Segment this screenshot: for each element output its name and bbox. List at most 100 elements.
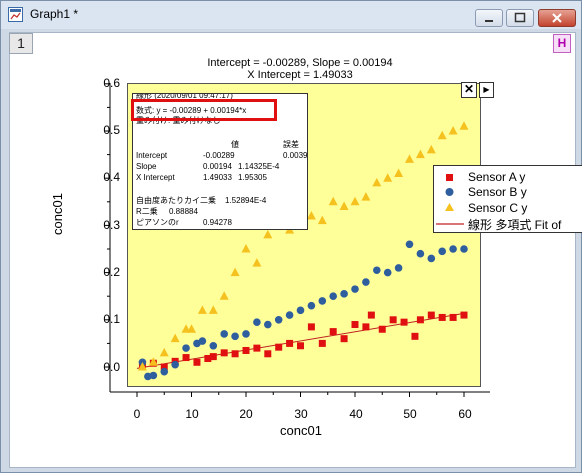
data-point-sensor-b	[340, 290, 348, 298]
y-tick-label: 0.6	[103, 76, 120, 90]
data-point-sensor-a	[449, 313, 457, 321]
data-point-sensor-b	[405, 240, 414, 249]
data-point-sensor-b	[253, 318, 261, 326]
data-point-sensor-a	[220, 349, 228, 357]
data-point-sensor-b	[351, 285, 359, 293]
data-point-sensor-b	[264, 320, 272, 329]
data-point-sensor-c	[317, 215, 327, 225]
legend-item-sensor-c: Sensor C y	[468, 201, 528, 215]
y-tick-label: 0.0	[103, 360, 120, 374]
data-point-sensor-a	[411, 332, 419, 340]
y-axis-label[interactable]: conc01	[50, 193, 65, 235]
data-point-sensor-a	[297, 342, 304, 350]
data-point-sensor-b	[438, 247, 447, 256]
close-button[interactable]	[538, 9, 576, 27]
data-point-sensor-b	[220, 330, 228, 338]
stat-name: ピアソンのr	[136, 218, 179, 227]
data-point-sensor-c	[208, 305, 218, 314]
data-point-sensor-b	[416, 249, 425, 258]
fit-header: 線形 (2020/09/01 09:47:17)	[136, 93, 233, 100]
legend-circle-icon	[445, 188, 454, 196]
data-point-sensor-a	[318, 339, 326, 347]
data-point-sensor-b	[242, 330, 250, 338]
data-point-sensor-c	[230, 267, 240, 277]
table-expand-button[interactable]: ▶	[479, 82, 494, 98]
data-point-sensor-a	[160, 363, 168, 371]
legend-symbols	[436, 174, 464, 225]
data-point-sensor-b	[427, 254, 436, 263]
close-icon	[552, 13, 562, 23]
x-axis-label[interactable]: conc01	[280, 423, 322, 438]
minimize-icon	[485, 20, 493, 22]
y-tick-label: 0.4	[103, 170, 120, 184]
x-tick-label: 10	[185, 407, 199, 421]
param-error: 0.00393	[283, 151, 308, 160]
data-point-sensor-a	[307, 323, 315, 331]
maximize-button[interactable]	[506, 9, 534, 27]
data-point-sensor-b	[318, 297, 327, 305]
data-point-sensor-a	[204, 355, 212, 363]
data-point-sensor-a	[427, 311, 435, 319]
legend[interactable]: Sensor A y Sensor B y Sensor C y 線形 多項式 …	[433, 165, 582, 233]
data-point-sensor-b	[362, 278, 370, 286]
layer-tab[interactable]: 1	[9, 33, 33, 54]
data-point-sensor-a	[182, 354, 190, 362]
stat-value: 0.88884	[169, 207, 198, 216]
data-point-sensor-a	[460, 311, 468, 319]
data-point-sensor-c	[448, 126, 458, 135]
data-point-sensor-b	[209, 341, 218, 350]
data-point-sensor-b	[307, 301, 316, 310]
data-point-sensor-a	[209, 353, 217, 361]
data-point-sensor-b	[329, 292, 338, 301]
param-name: Slope	[136, 162, 157, 171]
x-tick-label: 40	[349, 407, 363, 421]
plot-title-line1: Intercept = -0.00289, Slope = 0.00194	[207, 57, 393, 69]
data-point-sensor-c	[350, 196, 360, 206]
window-titlebar[interactable]: Graph1 *	[1, 1, 581, 29]
close-icon: ✕	[463, 82, 475, 96]
data-point-sensor-c	[328, 196, 338, 206]
data-point-sensor-a	[378, 325, 386, 333]
data-point-sensor-b	[231, 332, 239, 341]
data-point-sensor-b	[149, 371, 158, 380]
data-point-sensor-c	[394, 168, 404, 177]
maximize-icon	[514, 12, 526, 23]
data-point-sensor-a	[362, 323, 370, 331]
minimize-button[interactable]	[475, 9, 503, 27]
data-point-sensor-c	[415, 149, 425, 159]
col-value-header: 値	[231, 140, 239, 149]
data-point-sensor-c	[426, 144, 436, 154]
fit-equation: 数式: y = -0.00289 + 0.00194*x	[136, 106, 247, 115]
param-error: 1.14325E-4	[238, 162, 280, 171]
data-point-sensor-a	[253, 344, 261, 352]
y-tick-label: 0.1	[103, 312, 120, 326]
fit-results-table[interactable]: 線形 (2020/09/01 09:47:17) 数式: y = -0.0028…	[132, 93, 308, 230]
stat-name: R二乗	[136, 207, 158, 216]
param-value: -0.00289	[203, 151, 235, 160]
table-close-button[interactable]: ✕	[461, 82, 477, 98]
data-point-sensor-b	[394, 264, 403, 272]
data-point-sensor-c	[437, 130, 447, 140]
graph-window-icon	[8, 7, 23, 22]
data-point-sensor-a	[389, 316, 397, 324]
equation-highlight-box	[131, 99, 277, 121]
linear-fit-line	[136, 312, 465, 369]
stat-value: 1.52894E-4	[225, 196, 267, 205]
data-point-sensor-b	[449, 245, 457, 253]
data-point-sensor-c	[197, 305, 207, 314]
param-name: Intercept	[136, 151, 168, 160]
data-point-sensor-c	[405, 154, 414, 163]
x-tick-label: 50	[403, 407, 417, 421]
col-error-header: 誤差	[283, 140, 299, 149]
data-point-sensor-a	[231, 350, 239, 358]
h-button[interactable]: H	[553, 34, 571, 53]
data-point-sensor-a	[329, 328, 337, 336]
data-point-sensor-c	[252, 258, 262, 267]
data-point-sensor-c	[383, 173, 393, 182]
stat-name: 自由度あたりカイ二乗	[136, 196, 216, 205]
y-tick-label: 0.5	[103, 123, 120, 137]
data-point-sensor-c	[187, 324, 196, 333]
legend-item-linear-fit: 線形 多項式 Fit of	[468, 218, 562, 232]
data-point-sensor-c	[306, 210, 316, 220]
param-value: 1.49033	[203, 173, 232, 182]
